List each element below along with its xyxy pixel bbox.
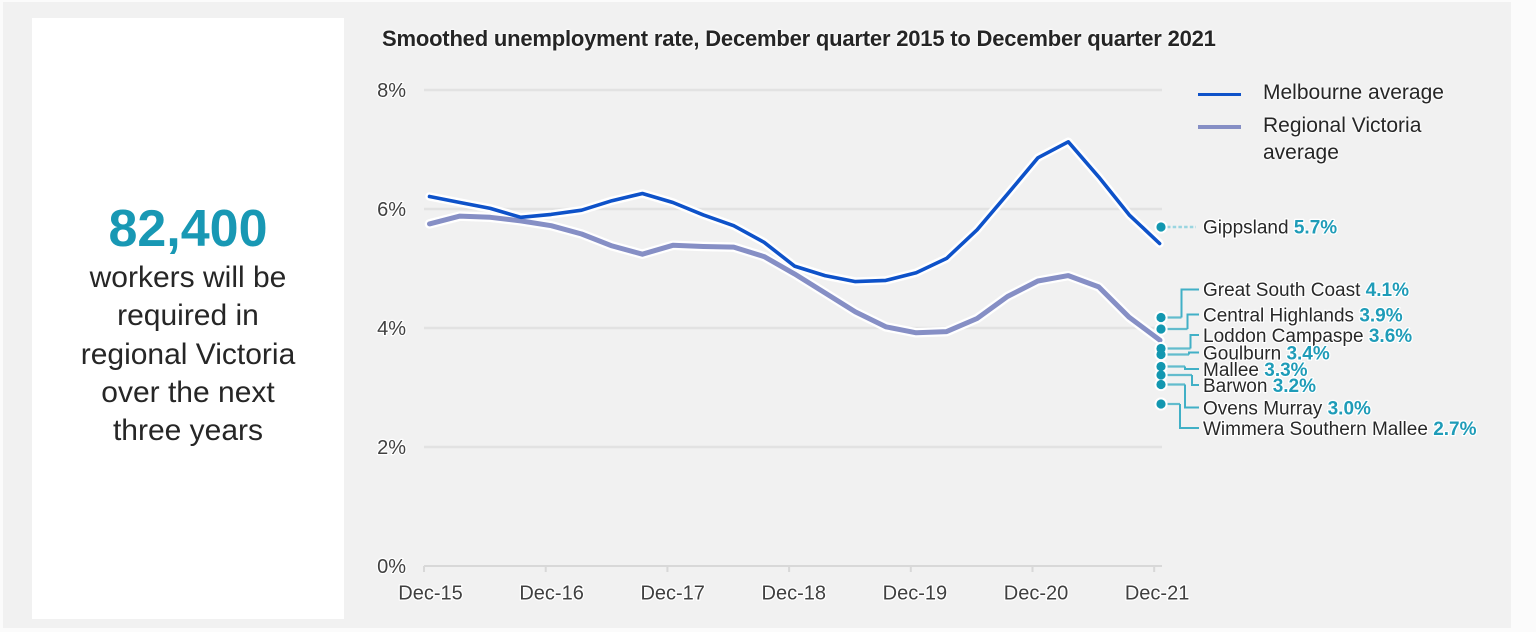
svg-text:4%: 4% — [377, 318, 406, 340]
svg-text:8%: 8% — [377, 80, 406, 102]
svg-text:Ovens Murray 3.0%: Ovens Murray 3.0% — [1203, 399, 1371, 420]
svg-text:Central Highlands 3.9%: Central Highlands 3.9% — [1203, 305, 1403, 326]
svg-text:Dec-17: Dec-17 — [640, 583, 704, 605]
svg-text:Dec-16: Dec-16 — [519, 583, 583, 605]
svg-text:6%: 6% — [377, 199, 406, 221]
svg-text:Gippsland 5.7%: Gippsland 5.7% — [1203, 218, 1337, 239]
svg-text:Dec-21: Dec-21 — [1125, 583, 1189, 605]
svg-text:Dec-20: Dec-20 — [1004, 583, 1068, 605]
svg-text:Dec-18: Dec-18 — [762, 583, 826, 605]
svg-text:0%: 0% — [377, 556, 406, 578]
svg-text:2%: 2% — [377, 437, 406, 459]
svg-text:Dec-19: Dec-19 — [883, 583, 947, 605]
svg-text:Goulburn 3.4%: Goulburn 3.4% — [1203, 344, 1330, 365]
svg-text:Mallee 3.3%: Mallee 3.3% — [1203, 360, 1308, 381]
svg-text:Dec-15: Dec-15 — [398, 583, 462, 605]
svg-text:Loddon Campaspe 3.6%: Loddon Campaspe 3.6% — [1203, 326, 1412, 347]
svg-text:Wimmera Southern Mallee 2.7%: Wimmera Southern Mallee 2.7% — [1203, 419, 1477, 440]
svg-text:Great South Coast 4.1%: Great South Coast 4.1% — [1203, 280, 1409, 301]
svg-text:Barwon 3.2%: Barwon 3.2% — [1203, 376, 1316, 397]
